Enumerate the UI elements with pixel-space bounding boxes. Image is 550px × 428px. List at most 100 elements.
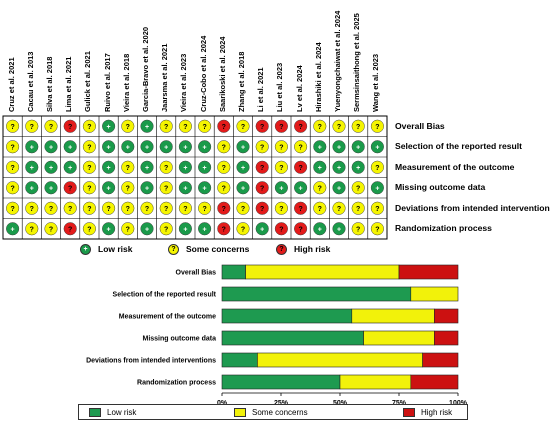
judgment-dot <box>102 222 116 236</box>
judgment-symbol: + <box>107 144 111 151</box>
judgment-dot <box>25 201 39 215</box>
judgment-symbol: + <box>49 165 53 172</box>
judgment-symbol: ? <box>87 226 91 233</box>
judgment-dot <box>140 140 154 154</box>
judgment-symbol: + <box>183 226 187 233</box>
bar-segment <box>221 286 412 302</box>
judgment-dot <box>294 140 308 154</box>
judgment-dot <box>351 222 365 236</box>
judgment-dot <box>332 181 346 195</box>
judgment-symbol: + <box>68 165 72 172</box>
judgment-symbol: + <box>203 226 207 233</box>
domain-label: Selection of the reported result <box>395 141 523 152</box>
judgment-symbol: ? <box>126 165 130 172</box>
judgment-symbol: ? <box>68 185 72 192</box>
judgment-dot <box>121 181 135 195</box>
judgment-symbol: + <box>145 185 149 192</box>
judgment-symbol: + <box>11 226 15 233</box>
judgment-dot <box>313 160 327 174</box>
judgment-symbol: ? <box>202 124 206 131</box>
judgment-symbol: ? <box>222 206 226 213</box>
domain-label: Randomization process <box>395 223 492 234</box>
judgment-symbol: ? <box>10 165 14 172</box>
judgment-dot <box>63 222 77 236</box>
judgment-dot <box>198 119 212 133</box>
judgment-dot <box>121 140 135 154</box>
bar-legend-some-concerns: Some concerns <box>252 408 308 417</box>
judgment-dot <box>102 119 116 133</box>
judgment-symbol: ? <box>241 124 245 131</box>
judgment-dot <box>159 140 173 154</box>
judgment-dot <box>255 201 269 215</box>
judgment-symbol: + <box>145 226 149 233</box>
judgment-dot <box>198 160 212 174</box>
bar-category-label: Measurement of the outcome <box>119 314 216 321</box>
judgment-dot <box>313 222 327 236</box>
judgment-symbol: ? <box>87 144 91 151</box>
judgment-dot <box>6 181 20 195</box>
judgment-symbol: + <box>183 144 187 151</box>
judgment-symbol: ? <box>10 144 14 151</box>
bar-segment <box>221 352 258 368</box>
judgment-dot <box>274 119 288 133</box>
judgment-symbol: + <box>337 226 341 233</box>
judgment-symbol: ? <box>30 124 34 131</box>
legend-label-low-risk: Low risk <box>98 244 133 254</box>
judgment-dot <box>63 181 77 195</box>
judgment-symbol: ? <box>260 144 264 151</box>
judgment-dot <box>63 201 77 215</box>
some-concerns-icon: ? <box>168 244 179 255</box>
judgment-symbol: ? <box>87 124 91 131</box>
judgment-dot <box>217 181 231 195</box>
bar-segment <box>410 286 459 302</box>
judgment-symbol: ? <box>106 206 110 213</box>
judgment-symbol: ? <box>49 124 53 131</box>
judgment-symbol: ? <box>375 124 379 131</box>
low-risk-swatch <box>89 408 101 417</box>
judgment-dot <box>178 222 192 236</box>
judgment-dot <box>140 160 154 174</box>
judgment-dot <box>44 119 58 133</box>
judgment-symbol: ? <box>49 206 53 213</box>
judgment-symbol: + <box>145 165 149 172</box>
judgment-symbol: + <box>30 165 34 172</box>
x-tick-label: 75% <box>392 400 407 404</box>
judgment-dot <box>178 119 192 133</box>
judgment-symbol: ? <box>279 124 283 131</box>
judgment-symbol: ? <box>10 185 14 192</box>
judgment-dot <box>6 222 20 236</box>
judgment-symbol: ? <box>126 206 130 213</box>
judgment-dot <box>102 181 116 195</box>
judgment-symbol: ? <box>298 165 302 172</box>
judgment-symbol: + <box>126 144 130 151</box>
bar-segment <box>339 374 412 390</box>
judgment-symbol: + <box>183 185 187 192</box>
judgment-dot <box>274 201 288 215</box>
judgment-symbol: + <box>241 185 245 192</box>
judgment-dot <box>332 160 346 174</box>
judgment-symbol: + <box>30 144 34 151</box>
judgment-dot <box>178 160 192 174</box>
judgment-symbol: ? <box>145 206 149 213</box>
judgment-dot <box>274 222 288 236</box>
judgment-dot <box>255 160 269 174</box>
judgment-symbol: ? <box>337 206 341 213</box>
judgment-dot <box>6 140 20 154</box>
judgment-symbol: + <box>241 144 245 151</box>
judgment-symbol: ? <box>298 124 302 131</box>
judgment-symbol: ? <box>241 226 245 233</box>
judgment-dot <box>332 119 346 133</box>
judgment-dot <box>140 119 154 133</box>
some-concerns-swatch <box>234 408 246 417</box>
judgment-symbol: + <box>318 226 322 233</box>
judgment-symbol: ? <box>164 185 168 192</box>
judgment-symbol: ? <box>222 226 226 233</box>
bar-chart-legend: Low risk Some concerns High risk <box>78 404 468 420</box>
judgment-dot <box>159 160 173 174</box>
x-tick-label: 100% <box>449 400 468 404</box>
judgment-dot <box>294 160 308 174</box>
judgment-dot <box>255 181 269 195</box>
judgment-dot <box>140 222 154 236</box>
judgment-dot <box>25 160 39 174</box>
judgment-dot <box>44 140 58 154</box>
